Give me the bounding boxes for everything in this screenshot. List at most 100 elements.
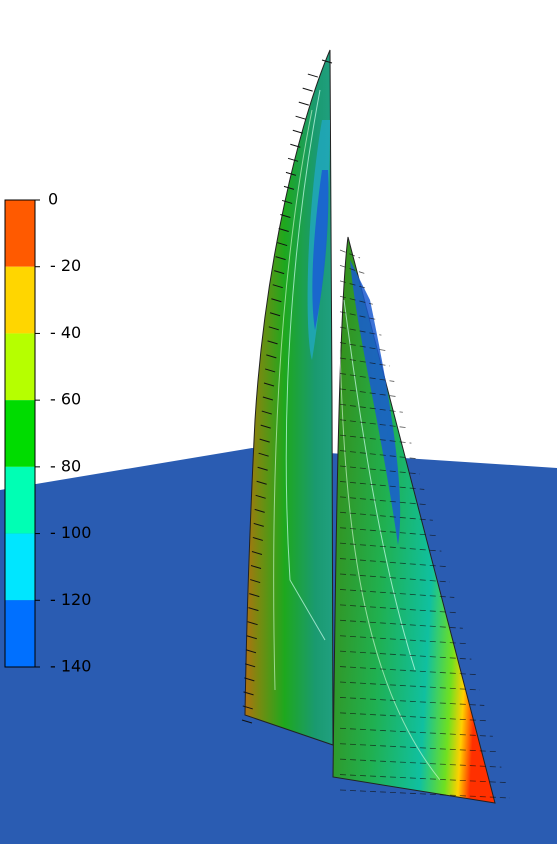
color-band <box>5 400 35 467</box>
vector <box>339 681 481 691</box>
vector <box>274 270 285 275</box>
vector <box>339 311 378 321</box>
vector <box>339 635 468 645</box>
vector <box>339 527 438 537</box>
flow-vectors <box>241 59 511 799</box>
vector <box>339 619 463 629</box>
vector <box>339 326 382 336</box>
vector <box>339 403 403 413</box>
vector <box>272 284 283 289</box>
tick-label: - 20 <box>50 256 81 275</box>
vector <box>307 73 318 78</box>
colorbar-frame <box>4 199 36 668</box>
vector <box>339 697 485 706</box>
vector <box>267 340 278 345</box>
main-sail <box>244 49 334 746</box>
vector <box>339 727 493 737</box>
vector <box>268 326 279 331</box>
vector <box>339 481 425 490</box>
vector <box>339 789 511 799</box>
vector <box>255 494 266 499</box>
vector <box>339 743 498 753</box>
vector <box>339 573 451 583</box>
vector <box>278 228 289 232</box>
vector <box>339 758 502 768</box>
color-band <box>5 466 35 534</box>
vector <box>242 705 253 710</box>
vector <box>339 280 369 290</box>
vector <box>295 115 306 120</box>
colorbar: 0 - 20 - 40 - 60 - 80 - 100 - 120 - 140 <box>4 190 91 676</box>
vector <box>241 719 253 724</box>
vector <box>321 59 333 64</box>
vector <box>339 496 429 506</box>
vector <box>339 666 476 675</box>
vector <box>271 298 282 303</box>
vector <box>244 677 255 682</box>
vector <box>298 101 309 106</box>
vector <box>339 450 416 459</box>
vector <box>339 650 472 660</box>
vector <box>287 157 299 162</box>
vector <box>243 691 254 696</box>
vector <box>252 536 263 541</box>
tick-label: - 60 <box>50 390 81 409</box>
vector <box>285 171 297 176</box>
vector <box>259 438 270 443</box>
vector <box>249 593 260 598</box>
color-band <box>5 333 35 401</box>
color-band <box>5 200 35 267</box>
vector <box>275 256 286 261</box>
vector <box>266 354 277 359</box>
vector <box>262 396 274 401</box>
tick-label: - 40 <box>50 323 81 342</box>
vector <box>339 434 412 444</box>
vector <box>339 712 489 722</box>
vector <box>244 663 256 668</box>
tick-label: - 80 <box>50 456 81 475</box>
color-band <box>5 600 35 667</box>
vector <box>248 607 259 612</box>
vector <box>254 508 265 513</box>
tick-label: - 120 <box>50 590 91 609</box>
vector <box>256 480 267 485</box>
tick-label: - 100 <box>50 523 91 542</box>
vector <box>339 265 365 274</box>
vector <box>339 774 506 783</box>
vector <box>257 466 268 471</box>
vector <box>302 87 313 92</box>
vector <box>339 589 455 598</box>
vector <box>339 419 408 429</box>
vector <box>339 249 361 259</box>
vector <box>251 551 263 555</box>
vector <box>339 342 386 351</box>
vector <box>258 452 269 457</box>
vector <box>283 185 295 190</box>
vector <box>292 129 303 134</box>
vector <box>263 382 275 387</box>
vector <box>339 373 395 382</box>
vector <box>245 649 257 654</box>
vector <box>339 357 391 367</box>
color-band <box>5 266 35 334</box>
color-band <box>5 533 35 601</box>
vector <box>339 542 442 552</box>
tick-label: - 140 <box>50 657 91 676</box>
vector <box>246 635 257 640</box>
vector <box>280 213 291 218</box>
vector <box>339 295 373 305</box>
vector <box>265 368 276 373</box>
vector <box>269 312 281 317</box>
vector <box>250 579 261 584</box>
vector <box>250 565 262 570</box>
vector <box>276 242 288 247</box>
vector <box>339 511 433 521</box>
vector <box>339 558 446 567</box>
vector <box>253 522 264 527</box>
vector <box>247 621 258 626</box>
vector <box>339 465 421 475</box>
vector <box>281 199 293 204</box>
vector <box>260 424 271 429</box>
